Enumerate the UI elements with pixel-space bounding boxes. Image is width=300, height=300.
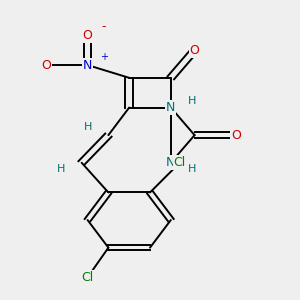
Text: N: N — [83, 58, 92, 72]
Text: H: H — [188, 96, 196, 106]
Text: N: N — [166, 101, 176, 114]
Text: O: O — [190, 44, 200, 57]
Text: O: O — [231, 129, 241, 142]
Text: H: H — [83, 122, 92, 132]
Text: N: N — [166, 156, 176, 169]
Text: Cl: Cl — [82, 271, 94, 284]
Text: -: - — [102, 20, 106, 33]
Text: Cl: Cl — [174, 156, 186, 169]
Text: H: H — [188, 164, 196, 174]
Text: O: O — [41, 58, 51, 72]
Text: +: + — [100, 52, 108, 61]
Text: O: O — [82, 29, 92, 42]
Text: H: H — [57, 164, 65, 174]
